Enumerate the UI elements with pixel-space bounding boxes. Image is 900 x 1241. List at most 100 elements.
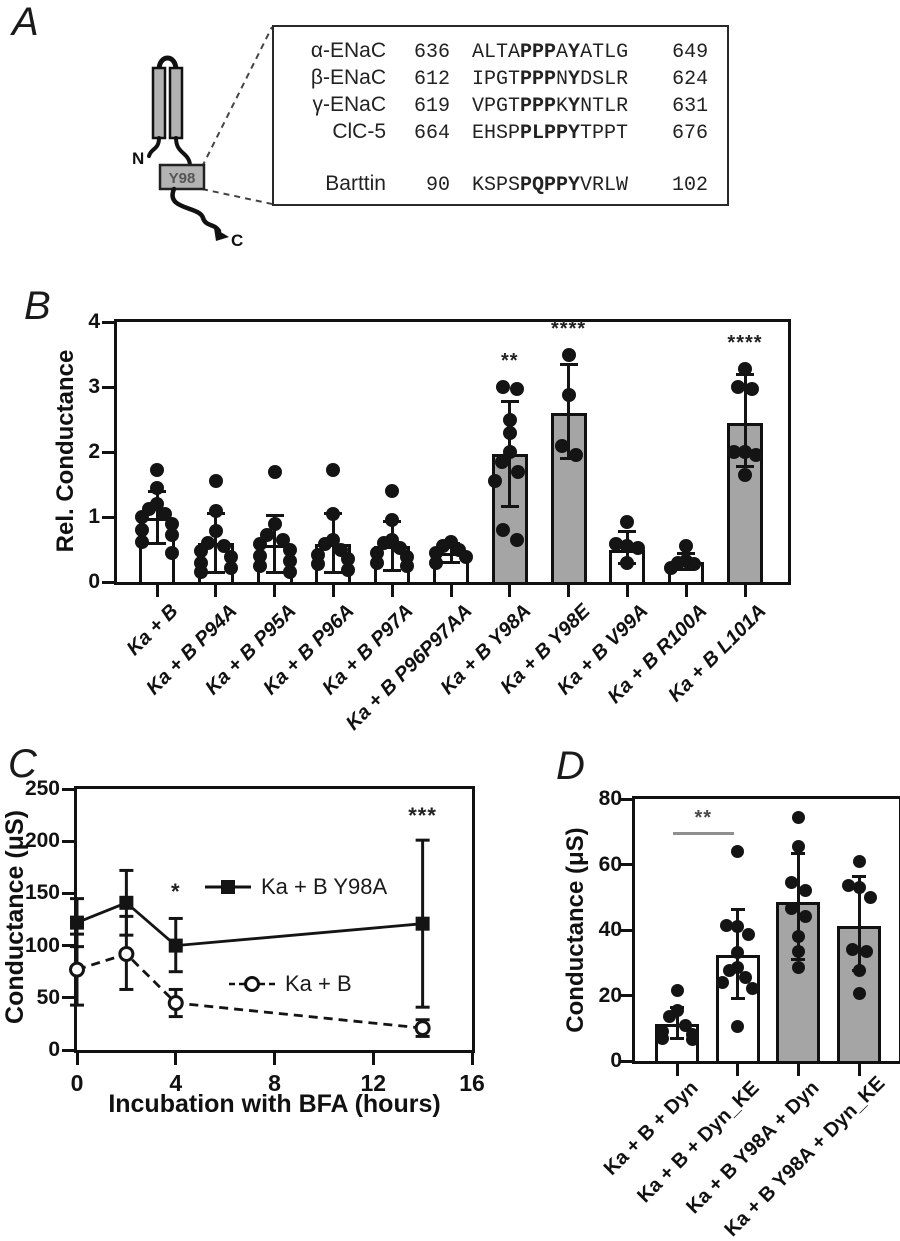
series-line: [76, 901, 423, 948]
sequence-name: β-ENaC: [310, 66, 386, 89]
y-tick-label: 1: [88, 505, 100, 528]
n-terminus-tail: [147, 136, 161, 158]
data-point: [509, 532, 524, 547]
data-point: [620, 539, 635, 554]
x-tick-label: 12: [360, 1070, 387, 1096]
data-point: [841, 879, 855, 893]
error-bar-cap: [670, 1036, 684, 1040]
sequence-start-number: 619: [413, 95, 450, 118]
y-tick: [620, 994, 632, 997]
error-bar: [449, 543, 453, 563]
y-tick: [62, 787, 74, 791]
data-point: [252, 558, 267, 573]
data-point: [791, 810, 805, 824]
filled-square-marker: [415, 916, 430, 931]
data-point: [791, 840, 805, 853]
annotation-star: ***: [408, 803, 437, 829]
data-point: [859, 944, 873, 958]
error-bar: [857, 876, 861, 970]
y-tick-label: 50: [36, 985, 60, 1009]
error-bar: [675, 1007, 679, 1039]
data-point: [267, 464, 282, 479]
data-point: [727, 445, 741, 459]
open-circle-marker: [69, 961, 85, 978]
data-point: [620, 555, 635, 570]
sequence-text: EHSPPLPPYTPPT: [472, 122, 628, 145]
error-bar-cap: [148, 541, 166, 545]
error-bar-cap: [730, 997, 745, 1001]
sequence-end-number: 624: [672, 68, 709, 91]
panel-c-y-axis-label: Conductance (μS): [1, 810, 29, 1024]
panel-b-letter: B: [24, 284, 51, 328]
significance-stars: **: [501, 350, 519, 372]
panel-a-letter: A: [12, 0, 39, 44]
n-terminus-label: N: [132, 149, 144, 168]
error-bar-cap: [442, 561, 460, 564]
panel-c-x-axis-label: Incubation with BFA (hours): [108, 1090, 441, 1118]
data-point: [385, 513, 400, 528]
sequence-start-number: 664: [413, 122, 450, 145]
data-point: [326, 463, 341, 478]
sequence-name: α-ENaC: [310, 39, 386, 62]
y-tick: [62, 891, 74, 895]
data-point: [784, 902, 798, 916]
y-tick: [62, 1048, 74, 1052]
data-point: [845, 943, 859, 957]
x-tick: [567, 585, 571, 597]
panel-c-letter: C: [8, 742, 37, 786]
sequence-motif-bold: PPP: [520, 68, 557, 91]
filled-square-marker: [70, 915, 84, 930]
sequence-start-number: 90: [425, 174, 450, 197]
sequence-motif-bold: Y: [568, 41, 581, 64]
data-point: [165, 528, 179, 543]
c-terminus-tail: [170, 186, 222, 234]
error-bar-cap: [730, 907, 745, 911]
transmembrane-domain-2: [168, 66, 184, 140]
y-tick-label: 60: [598, 852, 622, 876]
linker-to-y98-box: [174, 136, 192, 167]
data-point: [494, 454, 509, 469]
data-point: [318, 537, 333, 552]
zoom-dashed-line-bottom: [201, 188, 273, 205]
open-circle-marker: [118, 945, 135, 962]
data-point: [459, 550, 473, 565]
data-point: [791, 961, 805, 975]
x-tick-label: 4: [169, 1070, 183, 1096]
data-point: [495, 523, 510, 537]
x-tick: [75, 1053, 79, 1065]
data-point: [745, 381, 759, 396]
sequence-segment: EHSP: [472, 122, 521, 145]
data-point: [326, 506, 341, 521]
y-tick: [102, 580, 114, 584]
x-tick: [390, 585, 394, 597]
open-circle-marker: [414, 1020, 431, 1037]
y-tick-label: 20: [598, 983, 622, 1007]
data-point: [509, 381, 524, 396]
membrane-protein-schematic: Y98 N C: [132, 26, 273, 250]
filled-square-marker: [168, 938, 183, 953]
data-point: [400, 558, 415, 573]
x-tick: [331, 585, 335, 597]
x-tick: [736, 1064, 740, 1076]
sequence-end-number: 676: [672, 122, 709, 145]
data-point: [731, 844, 745, 858]
sequence-segment: VPGT: [472, 95, 521, 118]
data-point: [664, 560, 679, 575]
data-point: [561, 347, 576, 362]
sequence-motif-bold: PLPPY: [520, 122, 581, 145]
y-tick: [102, 385, 114, 389]
sequence-name: Barttin: [325, 172, 386, 195]
data-point: [798, 884, 812, 898]
sequence-text: IPGTPPPNYDSLR: [472, 68, 628, 91]
panel-d-bar-chart: Conductance (μS) 0 20 40 60 80 Ka + B + Dyn Ka…: [562, 787, 900, 1241]
y-tick-label: 200: [24, 829, 60, 853]
x-tick: [449, 585, 453, 597]
series-line: [76, 952, 423, 1030]
c-terminus-arrowhead: [214, 228, 229, 241]
data-point: [429, 555, 443, 570]
x-tick-label: 8: [268, 1070, 281, 1096]
data-point: [282, 554, 297, 569]
data-point: [784, 876, 798, 889]
data-point: [852, 854, 866, 868]
